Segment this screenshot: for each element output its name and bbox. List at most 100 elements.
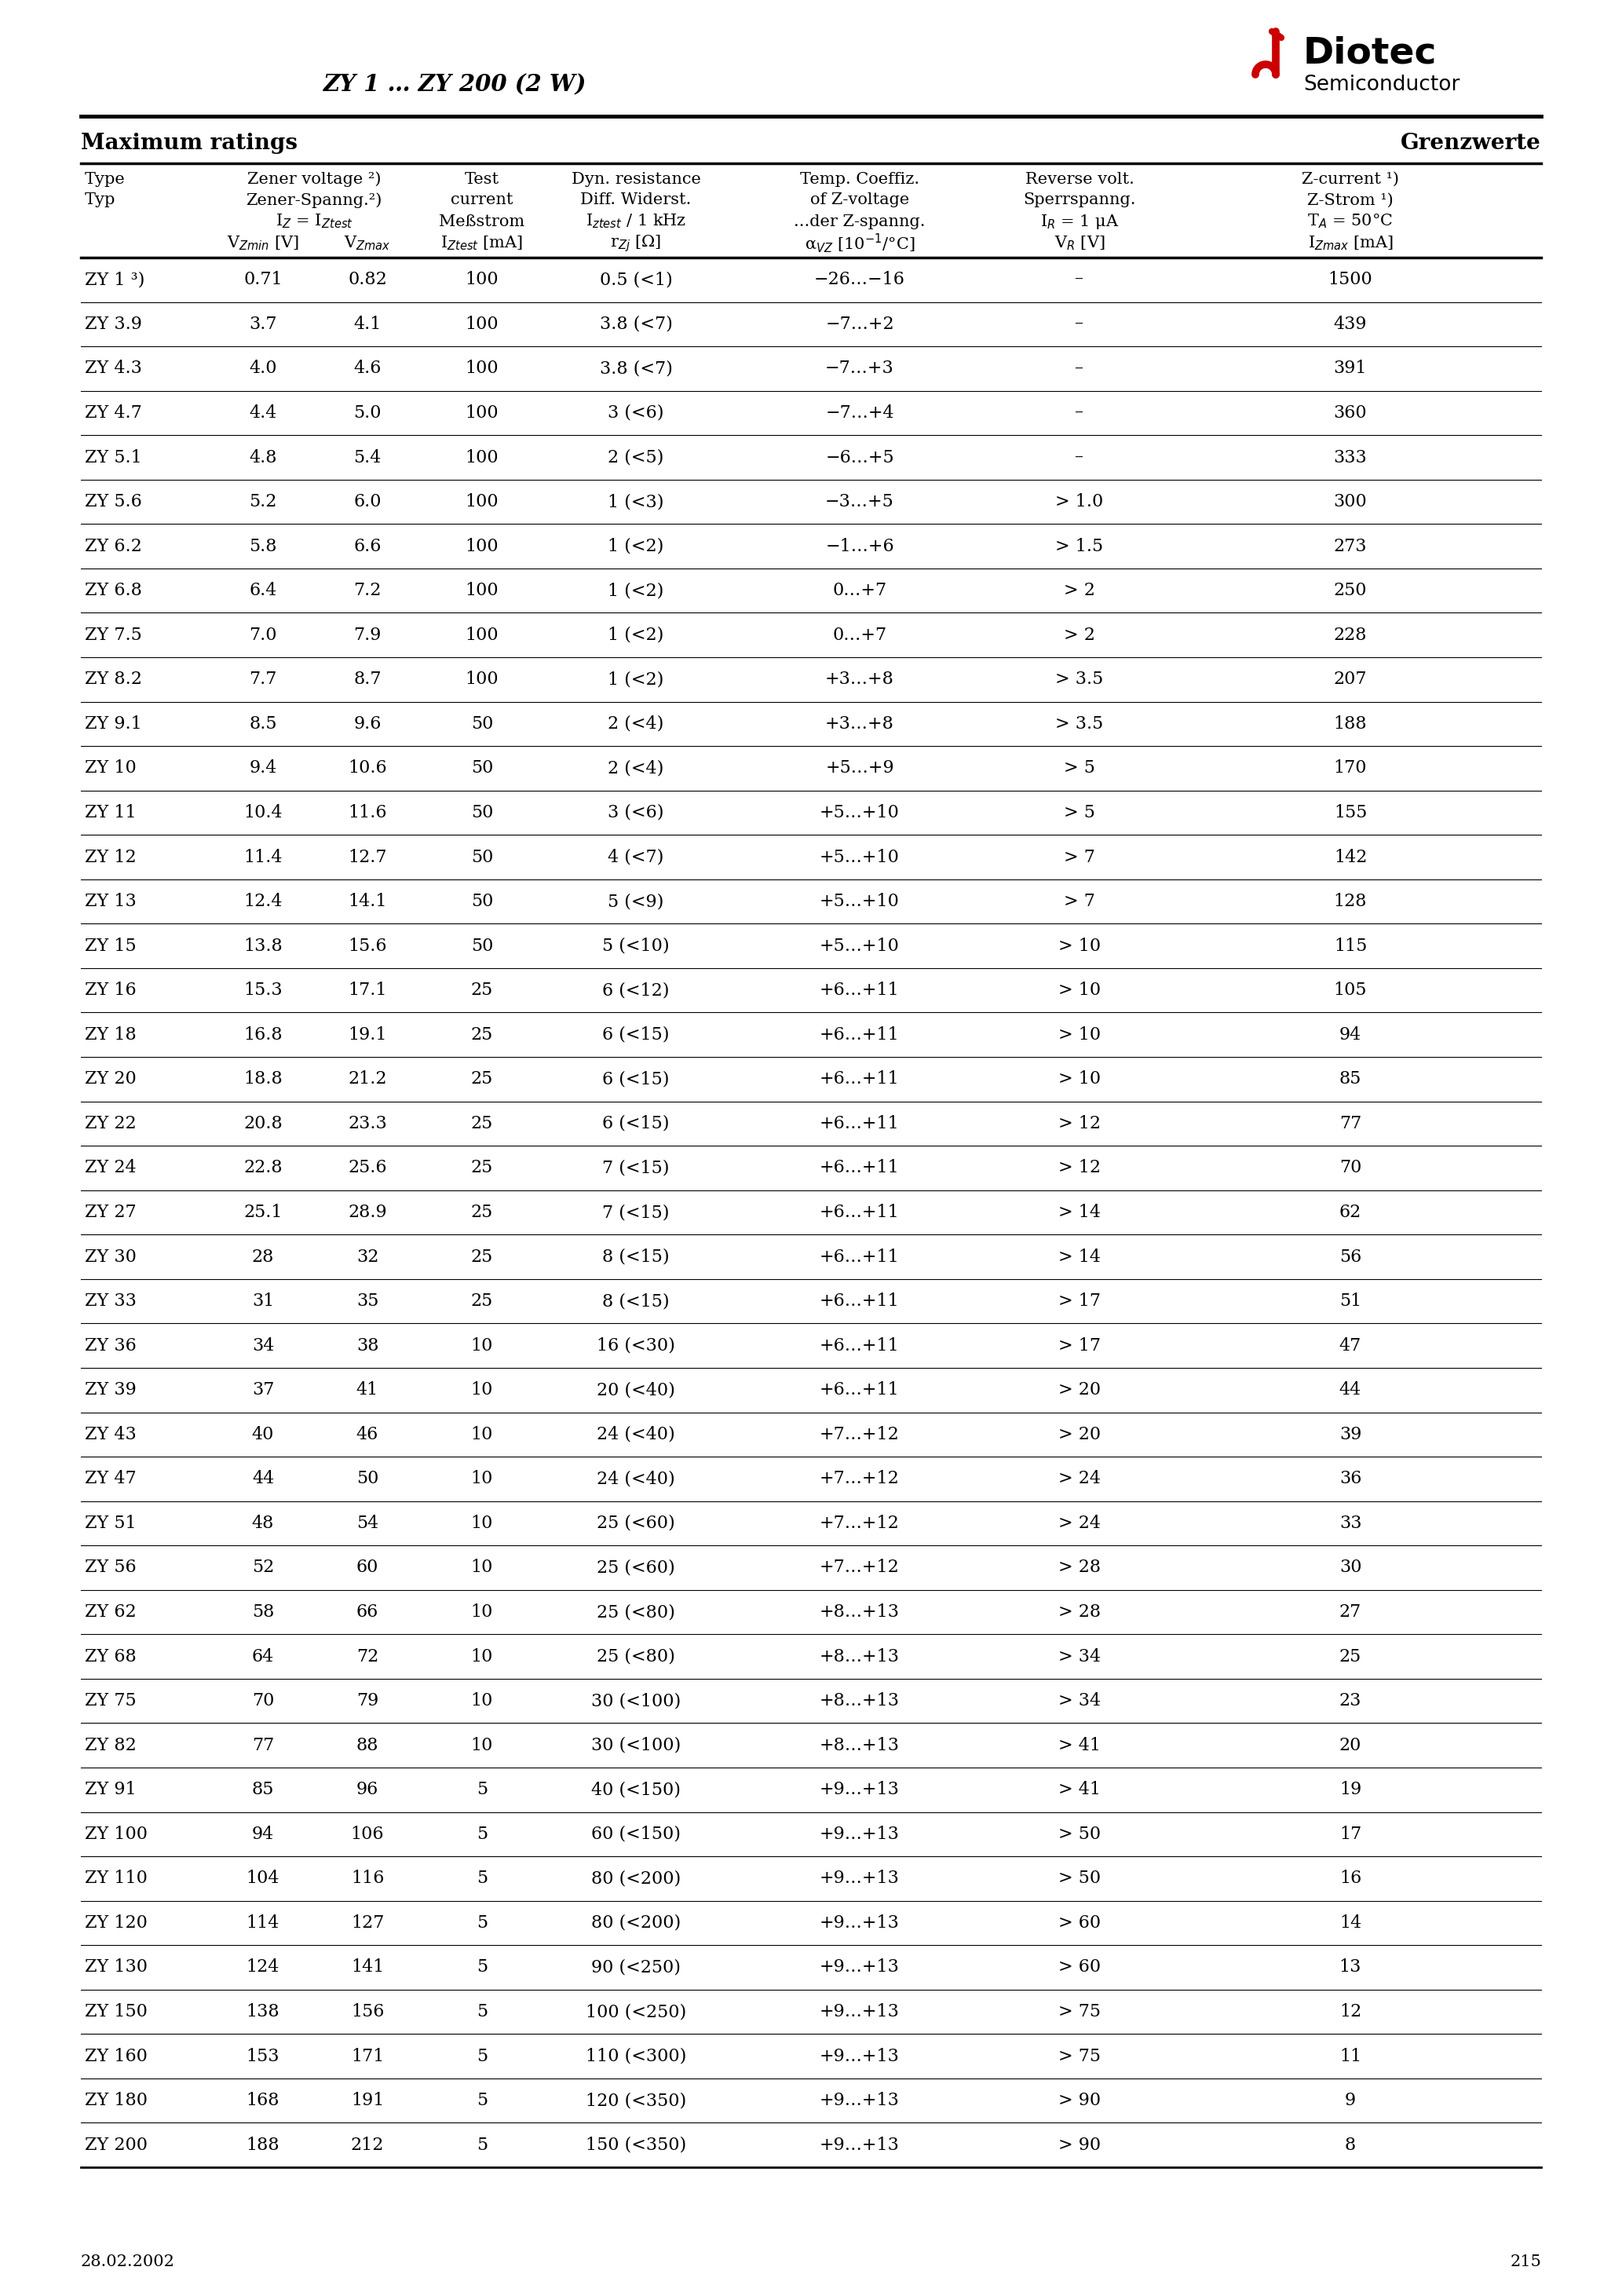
- Text: Grenzwerte: Grenzwerte: [1401, 133, 1541, 154]
- Text: 100: 100: [466, 404, 500, 422]
- Text: 8 (<15): 8 (<15): [602, 1249, 670, 1265]
- Text: 62: 62: [1340, 1203, 1361, 1221]
- Text: 35: 35: [357, 1293, 378, 1309]
- Text: 4.0: 4.0: [250, 360, 277, 377]
- Text: 300: 300: [1333, 494, 1367, 510]
- Text: ZY 9.1: ZY 9.1: [84, 716, 141, 732]
- Text: 27: 27: [1340, 1603, 1361, 1621]
- Text: V$_{R}$ [V]: V$_{R}$ [V]: [1054, 234, 1105, 253]
- Text: 1 (<2): 1 (<2): [608, 537, 663, 556]
- Text: 156: 156: [350, 2002, 384, 2020]
- Text: 10: 10: [470, 1336, 493, 1355]
- Text: 188: 188: [1333, 716, 1367, 732]
- Text: 115: 115: [1333, 937, 1367, 955]
- Text: 170: 170: [1333, 760, 1367, 776]
- Text: 19: 19: [1340, 1782, 1361, 1798]
- Text: +8…+13: +8…+13: [819, 1603, 900, 1621]
- Text: 16.8: 16.8: [243, 1026, 282, 1042]
- Text: −6…+5: −6…+5: [826, 448, 894, 466]
- Text: 5: 5: [477, 1825, 488, 1844]
- Text: > 24: > 24: [1058, 1515, 1101, 1531]
- Text: 23.3: 23.3: [347, 1116, 388, 1132]
- Text: 1 (<2): 1 (<2): [608, 627, 663, 643]
- Text: > 28: > 28: [1058, 1559, 1101, 1577]
- Text: ZY 36: ZY 36: [84, 1336, 136, 1355]
- Text: +5…+10: +5…+10: [819, 937, 900, 955]
- Text: ZY 6.8: ZY 6.8: [84, 581, 143, 599]
- Text: 6 (<12): 6 (<12): [602, 983, 670, 999]
- Text: 2 (<5): 2 (<5): [608, 448, 663, 466]
- Text: Zener voltage ²): Zener voltage ²): [247, 172, 381, 186]
- Text: +6…+11: +6…+11: [819, 1026, 900, 1042]
- Text: ZY 75: ZY 75: [84, 1692, 136, 1711]
- Text: ZY 20: ZY 20: [84, 1070, 136, 1088]
- Text: 191: 191: [350, 2092, 384, 2110]
- Text: V$_{Zmax}$: V$_{Zmax}$: [344, 234, 391, 253]
- Text: > 50: > 50: [1058, 1869, 1101, 1887]
- Text: +6…+11: +6…+11: [819, 1293, 900, 1309]
- Text: 85: 85: [251, 1782, 274, 1798]
- Text: 70: 70: [251, 1692, 274, 1711]
- Text: ZY 120: ZY 120: [84, 1915, 148, 1931]
- Text: 33: 33: [1340, 1515, 1361, 1531]
- Text: 7.7: 7.7: [250, 670, 277, 689]
- Text: 141: 141: [350, 1958, 384, 1977]
- Text: 5: 5: [477, 2092, 488, 2110]
- Text: V$_{Zmin}$ [V]: V$_{Zmin}$ [V]: [227, 234, 298, 253]
- Text: 44: 44: [1340, 1382, 1361, 1398]
- Text: 3.7: 3.7: [250, 315, 277, 333]
- Text: 168: 168: [247, 2092, 279, 2110]
- Text: 25.6: 25.6: [349, 1159, 388, 1176]
- Text: 3.8 (<7): 3.8 (<7): [600, 360, 673, 377]
- Text: 50: 50: [470, 893, 493, 909]
- Text: 72: 72: [357, 1649, 378, 1665]
- Text: 30 (<100): 30 (<100): [590, 1692, 681, 1711]
- Text: Meßstrom: Meßstrom: [440, 214, 526, 230]
- Text: 100: 100: [466, 448, 500, 466]
- Text: 0.5 (<1): 0.5 (<1): [600, 271, 673, 289]
- Text: 25: 25: [470, 983, 493, 999]
- Text: Test: Test: [466, 172, 500, 186]
- Text: 15.3: 15.3: [243, 983, 282, 999]
- Text: 100: 100: [466, 315, 500, 333]
- Text: current: current: [451, 193, 513, 207]
- Text: ZY 43: ZY 43: [84, 1426, 136, 1444]
- Text: ZY 24: ZY 24: [84, 1159, 136, 1176]
- Text: +7…+12: +7…+12: [819, 1469, 900, 1488]
- Text: 6 (<15): 6 (<15): [602, 1116, 670, 1132]
- Text: 58: 58: [251, 1603, 274, 1621]
- Text: 7.0: 7.0: [250, 627, 277, 643]
- Text: 0.71: 0.71: [243, 271, 282, 289]
- Text: 22.8: 22.8: [243, 1159, 282, 1176]
- Text: +6…+11: +6…+11: [819, 1116, 900, 1132]
- Text: ZY 5.1: ZY 5.1: [84, 448, 141, 466]
- Text: ZY 5.6: ZY 5.6: [84, 494, 141, 510]
- Text: > 50: > 50: [1058, 1825, 1101, 1844]
- Text: 7.9: 7.9: [354, 627, 381, 643]
- Text: 16: 16: [1340, 1869, 1361, 1887]
- Text: 25 (<80): 25 (<80): [597, 1649, 675, 1665]
- Text: 3 (<6): 3 (<6): [608, 804, 663, 822]
- Text: > 1.0: > 1.0: [1056, 494, 1103, 510]
- Text: > 10: > 10: [1058, 937, 1101, 955]
- Text: 212: 212: [350, 2135, 384, 2154]
- Text: Maximum ratings: Maximum ratings: [81, 133, 297, 154]
- Text: > 7: > 7: [1064, 893, 1095, 909]
- Text: 10.6: 10.6: [349, 760, 388, 776]
- Text: −7…+3: −7…+3: [826, 360, 894, 377]
- Text: Typ: Typ: [84, 193, 115, 207]
- Text: 128: 128: [1333, 893, 1367, 909]
- Text: > 14: > 14: [1058, 1203, 1101, 1221]
- Text: ...der Z-spanng.: ...der Z-spanng.: [793, 214, 926, 230]
- Text: 25 (<60): 25 (<60): [597, 1515, 675, 1531]
- Text: > 3.5: > 3.5: [1056, 670, 1103, 689]
- Text: 4.8: 4.8: [250, 448, 277, 466]
- Text: 52: 52: [251, 1559, 274, 1577]
- Text: ZY 30: ZY 30: [84, 1249, 136, 1265]
- Text: 25: 25: [470, 1070, 493, 1088]
- Text: +6…+11: +6…+11: [819, 1382, 900, 1398]
- Text: ZY 100: ZY 100: [84, 1825, 148, 1844]
- Text: +6…+11: +6…+11: [819, 1203, 900, 1221]
- Text: 2 (<4): 2 (<4): [608, 716, 663, 732]
- Text: +9…+13: +9…+13: [819, 1915, 900, 1931]
